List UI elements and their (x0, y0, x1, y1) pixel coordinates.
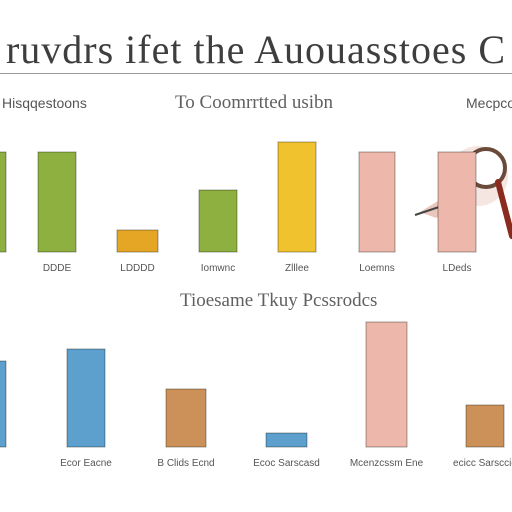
bar-label-4-6: ecicc Sarsccie (453, 458, 512, 469)
bar-2-2 (198, 189, 238, 253)
panel-title-1: Hisqqestoons (2, 95, 87, 111)
bar-label-2-4: Loemns (359, 263, 395, 274)
bar-4-4 (265, 432, 308, 448)
bar-label-2-3: Zlllee (285, 263, 309, 274)
bar-label-4-3: B Clids Ecnd (157, 458, 214, 469)
panel-title-4: Tioesame Tkuy Pcssrodcs (180, 290, 378, 311)
bar-label-1-2: DDDE (43, 263, 72, 274)
bar-4-3 (165, 388, 207, 448)
bar-2-3 (277, 141, 317, 253)
bar-1-2 (37, 151, 77, 253)
bar-3-1 (437, 151, 477, 253)
bar-label-2-1: LDDDD (120, 263, 154, 274)
bar-label-4-5: Mcenzcssm Ene (350, 458, 424, 469)
bar-label-4-4: Ecoc Sarscasd (253, 458, 320, 469)
bar-2-4 (358, 151, 396, 253)
chart-title: ruvdrs ifet the Auouasstoes C (5, 27, 507, 72)
title-divider (0, 73, 512, 74)
bar-4-2 (66, 348, 106, 448)
bar-1-1 (0, 151, 7, 253)
bar-4-1 (0, 360, 7, 448)
bar-4-5 (365, 321, 408, 448)
bar-2-1 (116, 229, 159, 253)
panel-title-3: Mecpco (466, 95, 512, 111)
bar-label-2-2: Iomwnc (201, 263, 235, 274)
bar-label-4-2: Ecor Eacne (60, 458, 112, 469)
bar-4-6 (465, 404, 505, 448)
panel-title-2: To Coomrrtted usibn (175, 92, 334, 113)
bar-label-3-1: LDeds (443, 263, 472, 274)
